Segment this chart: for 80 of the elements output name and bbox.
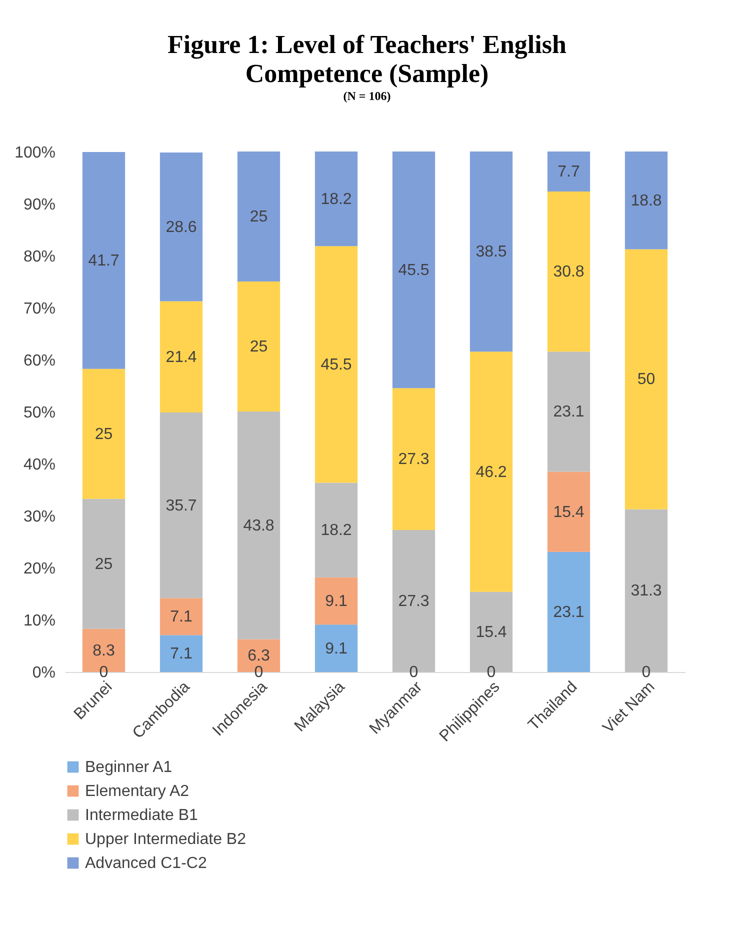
bar	[547, 472, 590, 552]
data-label: 38.5	[476, 244, 507, 261]
legend-label: Intermediate B1	[85, 807, 198, 824]
y-tick-label: 50%	[23, 404, 56, 422]
data-label: 27.3	[398, 593, 430, 610]
data-label: 28.6	[166, 218, 197, 236]
legend-label: Upper Intermediate B2	[85, 831, 246, 848]
data-label: 35.7	[166, 497, 197, 514]
data-label: 46.2	[476, 464, 507, 481]
bar	[392, 388, 436, 530]
bar	[470, 151, 513, 352]
bar	[547, 192, 590, 352]
y-tick-label: 20%	[23, 560, 56, 578]
data-label: 41.7	[88, 252, 120, 270]
bar	[160, 412, 203, 598]
data-label: 7.1	[170, 646, 192, 663]
data-label: 18.2	[320, 522, 352, 540]
data-label: 8.3	[92, 642, 115, 660]
bar	[314, 624, 358, 672]
legend-label: Elementary A2	[85, 783, 190, 800]
data-label: 7.7	[558, 164, 580, 180]
data-label: 25	[94, 556, 113, 573]
bar	[392, 151, 436, 388]
data-label: 25	[250, 208, 268, 226]
bar	[547, 352, 590, 472]
y-tick-label: 100%	[14, 144, 56, 162]
y-tick-label: 40%	[23, 456, 56, 474]
y-tick-label: 30%	[23, 508, 56, 526]
bar	[314, 151, 358, 246]
bar	[314, 577, 358, 625]
data-label: 43.8	[243, 517, 274, 534]
data-label: 23.1	[553, 404, 584, 421]
y-tick-label: 60%	[23, 352, 56, 370]
bar	[547, 151, 590, 192]
data-label: 50	[637, 371, 656, 388]
data-label: 15.4	[553, 504, 584, 521]
y-tick-label: 90%	[23, 196, 56, 214]
data-label: 25	[250, 338, 268, 356]
annotation: 0	[486, 664, 496, 681]
bar	[160, 301, 203, 413]
legend-label: Beginner A1	[85, 759, 172, 776]
chart-subtitle: (N = 106)	[342, 88, 392, 104]
data-label: 27.3	[398, 451, 430, 468]
annotation: 0	[642, 664, 651, 681]
bar	[624, 151, 668, 250]
chart-title: Figure 1: Level of Teachers' English Competence (Sample)	[166, 30, 568, 88]
y-tick-label: 70%	[23, 300, 56, 318]
bar	[314, 246, 358, 483]
bar	[160, 635, 203, 672]
bar	[547, 552, 590, 672]
data-label: 45.5	[320, 356, 352, 374]
legend-label: Advanced C1-C2	[85, 855, 207, 872]
y-tick-label: 10%	[23, 612, 56, 630]
data-label: 18.8	[630, 192, 662, 210]
annotation: 0	[409, 664, 418, 681]
bar	[82, 498, 126, 629]
data-label: 21.4	[166, 348, 197, 366]
data-label: 9.1	[325, 640, 348, 658]
bar	[624, 249, 668, 510]
data-label: 6.3	[248, 648, 270, 665]
data-label: 9.1	[325, 593, 348, 610]
bar	[237, 281, 280, 412]
data-label: 31.3	[630, 582, 662, 600]
data-label: 30.8	[553, 264, 584, 281]
bar	[237, 411, 280, 640]
bar	[82, 368, 126, 499]
data-label: 18.2	[320, 190, 352, 208]
bar	[160, 598, 203, 636]
data-label: 25	[94, 426, 113, 443]
data-label: 7.1	[170, 608, 192, 626]
bar	[82, 152, 126, 369]
bar	[470, 352, 513, 592]
y-tick-label: 80%	[23, 248, 56, 266]
bar	[314, 482, 358, 578]
bar	[160, 152, 203, 302]
data-label: 23.1	[553, 604, 584, 621]
data-label: 15.4	[476, 624, 507, 641]
bar	[237, 151, 280, 282]
data-label: 45.5	[398, 262, 430, 279]
y-tick-label: 0%	[32, 664, 56, 682]
